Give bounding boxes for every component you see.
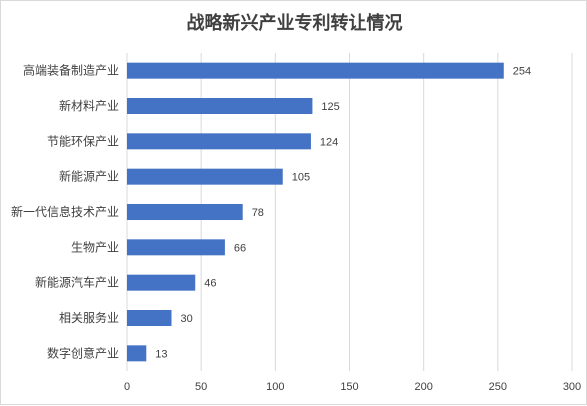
x-tick-label: 0 [124,381,130,393]
category-label: 新材料产业 [59,98,119,113]
data-label: 46 [204,278,216,290]
bar [127,133,311,150]
x-tick-label: 50 [195,381,207,393]
data-label: 124 [320,136,338,148]
bar [127,168,283,185]
category-label: 新能源汽车产业 [35,275,119,290]
data-label: 254 [513,66,531,78]
data-labels: 254 125 124 105 78 66 46 30 13 [155,66,531,361]
bar [127,239,225,256]
category-labels: 高端装备制造产业新材料产业节能环保产业新能源产业新一代信息技术产业生物产业新能源… [11,63,119,361]
x-tick-label: 200 [414,381,432,393]
chart-title: 战略新兴产业专利转让情况 [186,13,403,34]
x-tick-labels: 0 50 100 150 200 250 300 [124,381,581,393]
bar [127,204,243,220]
category-label: 节能环保产业 [47,134,119,148]
bar [127,345,147,362]
x-tick-label: 100 [266,381,284,393]
bar-series [127,62,504,362]
data-label: 13 [155,348,167,360]
category-label: 生物产业 [71,240,119,254]
category-label: 高端装备制造产业 [23,63,119,78]
bar [127,274,196,291]
data-label: 78 [252,207,264,219]
category-label: 新一代信息技术产业 [11,204,119,219]
x-tick-label: 250 [489,381,507,393]
data-label: 125 [321,101,339,113]
category-label: 新能源产业 [59,169,119,184]
bar [127,62,504,79]
data-label: 30 [181,313,193,325]
bar [127,310,172,326]
data-label: 105 [292,172,310,184]
category-label: 数字创意产业 [47,345,119,360]
x-tick-label: 300 [563,381,581,393]
category-label: 相关服务业 [59,310,119,325]
bar [127,98,313,114]
data-label: 66 [234,242,246,254]
x-tick-label: 150 [340,381,358,393]
